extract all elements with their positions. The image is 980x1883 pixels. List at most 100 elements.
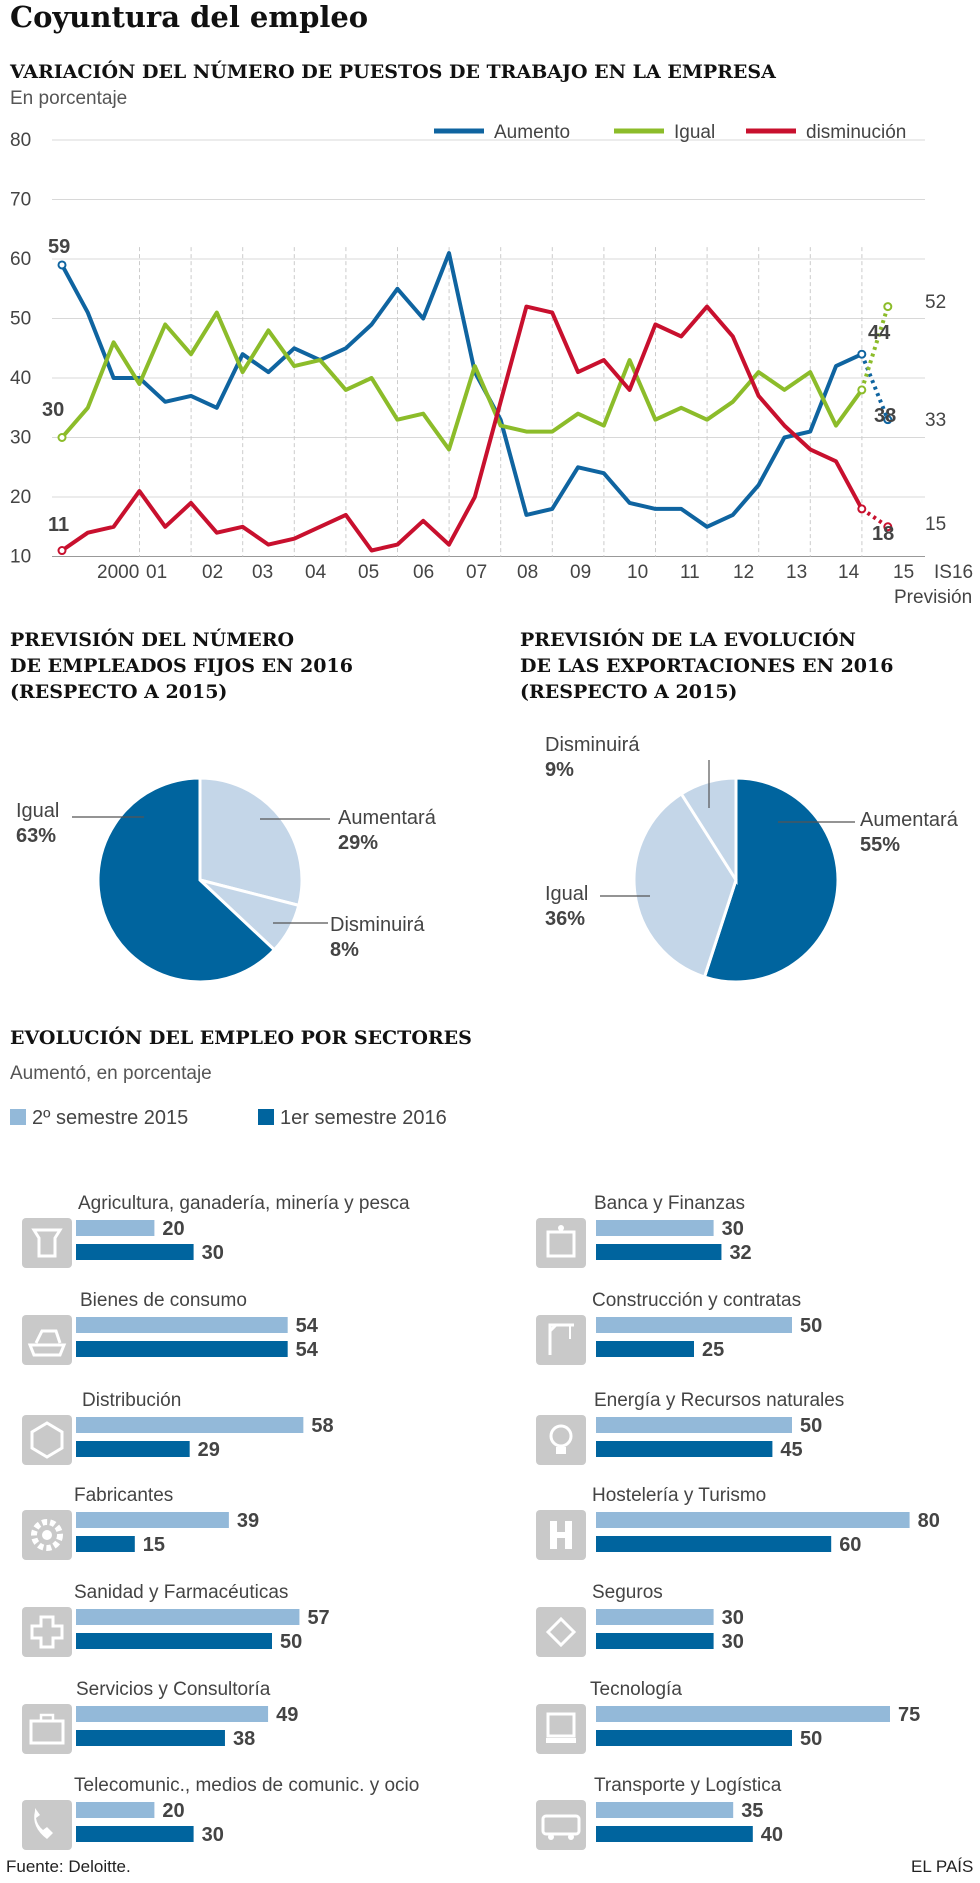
x-tick-08: 08	[517, 562, 538, 583]
sector-bar-2015	[596, 1317, 792, 1333]
x-tick-14: 14	[838, 562, 860, 583]
x-tick-09: 09	[570, 562, 591, 583]
pie2-label-igual: Igual 36%	[545, 882, 588, 932]
annotation-44: 44	[868, 322, 891, 344]
sector-bar-value: 35	[741, 1800, 763, 1822]
distribution-icon	[22, 1415, 72, 1465]
pie2-label-aumentara: Aumentará 55%	[860, 808, 958, 858]
sector-bar-2016	[76, 1730, 225, 1746]
annotation-33: 33	[925, 410, 946, 431]
hotel-icon	[536, 1510, 586, 1560]
line-annotations: 59 30 11 44 38 18 52 33 15	[42, 236, 946, 545]
x-tick-IS16: IS16	[934, 562, 973, 583]
sector-bar-value: 39	[237, 1510, 259, 1532]
y-tick-70: 70	[10, 190, 31, 211]
pie1-slice-aumentará	[198, 776, 304, 908]
sector-bar-value: 15	[143, 1534, 165, 1556]
sector-bar-2015	[76, 1609, 300, 1625]
series-forecast-Igual	[859, 306, 890, 391]
x-tick-Previsión: Previsión	[894, 587, 972, 608]
insurance-icon	[536, 1607, 586, 1657]
sector-bar-value: 54	[296, 1315, 319, 1337]
pie2-label-igual-value: 36%	[545, 908, 586, 930]
sector-bar-2015	[596, 1609, 714, 1625]
pie2-title: PREVISIÓN DE LA EVOLUCIÓN DE LAS EXPORTA…	[520, 629, 894, 703]
bank-icon	[536, 1218, 586, 1268]
series-line-Igual	[60, 310, 864, 452]
briefcase-icon	[22, 1704, 72, 1754]
sector-bar-2015	[596, 1512, 910, 1528]
line-chart-legend: Aumento Igual disminución	[434, 122, 906, 143]
pie2-label-disminuira-value: 9%	[545, 759, 574, 781]
sector-label: Hostelería y Turismo	[592, 1485, 766, 1506]
sector-bar-2016	[76, 1244, 194, 1260]
annotation-15: 15	[925, 514, 946, 535]
series-end-marker	[857, 349, 867, 359]
sector-bar-2016	[76, 1826, 194, 1842]
series-start-marker	[57, 260, 67, 270]
agriculture-icon	[22, 1218, 72, 1268]
sector-bar-value: 80	[918, 1510, 940, 1532]
pie1-label-igual: Igual 63%	[16, 799, 59, 849]
sector-bar-value: 50	[280, 1631, 302, 1653]
sector-bar-value: 45	[780, 1439, 802, 1461]
sector-bar-2015	[596, 1417, 792, 1433]
sector-label: Fabricantes	[74, 1485, 173, 1506]
sector-bar-value: 30	[722, 1218, 744, 1240]
series-end-marker	[857, 504, 867, 514]
series-forecast-marker	[883, 302, 893, 312]
x-tick-12: 12	[733, 562, 754, 583]
legend-label-Igual: Igual	[674, 122, 715, 143]
sector-bar-2015	[596, 1220, 714, 1236]
series-forecast-marker	[883, 415, 893, 425]
sectors-subtitle: Aumentó, en porcentaje	[10, 1063, 212, 1084]
sector-bar-2015	[596, 1706, 890, 1722]
sector-bar-2015	[596, 1802, 734, 1818]
sector-bar-value: 75	[898, 1704, 920, 1726]
pie2-label-aumentara-name: Aumentará	[860, 809, 958, 831]
sector-row: Hostelería y Turismo 80 60	[536, 1485, 940, 1560]
sector-label: Bienes de consumo	[80, 1290, 247, 1311]
brand-logo: EL PAÍS	[911, 1857, 974, 1876]
sector-row: Distribución 58 29	[22, 1390, 334, 1465]
gear-icon	[22, 1510, 72, 1560]
health-cross-icon	[22, 1607, 72, 1657]
sectors-legend-2016: 1er semestre 2016	[258, 1107, 447, 1130]
x-tick-10: 10	[627, 562, 648, 583]
x-tick-2000: 2000	[97, 562, 139, 583]
y-tick-50: 50	[10, 309, 31, 330]
sector-bar-2016	[76, 1633, 272, 1649]
sector-label: Construcción y contratas	[592, 1290, 801, 1311]
sector-bar-2015	[76, 1706, 269, 1722]
sector-row: Agricultura, ganadería, minería y pesca 2…	[22, 1193, 410, 1268]
sector-bar-2016	[76, 1536, 135, 1552]
annotation-18: 18	[872, 523, 894, 545]
pie2-label-igual-name: Igual	[545, 883, 589, 905]
bus-icon	[536, 1800, 586, 1850]
pie1-label-disminuira-name: Disminuirá	[330, 914, 425, 936]
pie1-label-disminuira-value: 8%	[330, 939, 359, 961]
sector-bar-2016	[596, 1826, 753, 1842]
sector-bar-value: 58	[311, 1415, 333, 1437]
annotation-59: 59	[48, 236, 70, 258]
y-tick-10: 10	[10, 547, 31, 568]
series-end-marker	[857, 385, 867, 395]
sector-bar-value: 50	[800, 1415, 822, 1437]
sector-label: Telecomunic., medios de comunic. y ocio	[74, 1775, 419, 1796]
legend-label-disminución: disminución	[806, 122, 906, 143]
phone-icon	[22, 1800, 72, 1850]
sector-bar-value: 30	[722, 1607, 744, 1629]
sector-bar-2015	[76, 1417, 304, 1433]
sector-bar-value: 20	[162, 1218, 184, 1240]
pie2-slice-igual	[632, 791, 738, 979]
pie2-label-aumentara-value: 55%	[860, 834, 901, 856]
x-tick-15: 15	[893, 562, 914, 583]
crane-icon	[536, 1315, 586, 1365]
x-axis-ticks: 2000 01 02 03 04 05 06 07 08 09 10 11 12 13 14 15 IS16 Pr…	[97, 562, 973, 608]
pie1-title: PREVISIÓN DEL NÚMERO DE EMPLEADOS FIJOS …	[10, 629, 353, 703]
pie2-label-disminuira-name: Disminuirá	[545, 734, 640, 756]
